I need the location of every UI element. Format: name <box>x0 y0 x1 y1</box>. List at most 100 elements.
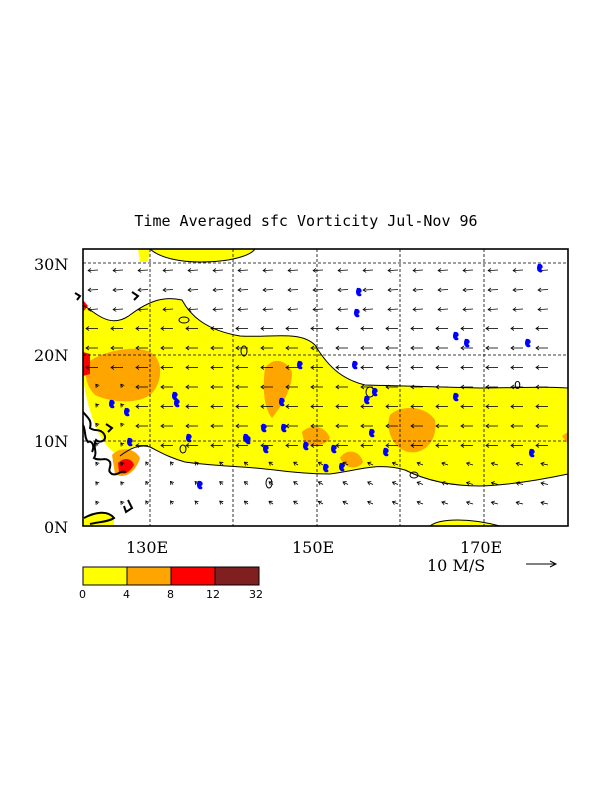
wind-arrow <box>293 461 299 466</box>
wind-arrow <box>540 482 549 485</box>
wind-arrow-head <box>535 326 540 331</box>
wind-arrow-head <box>360 404 365 409</box>
wind-arrow-head <box>135 326 140 331</box>
wind-arrow-head <box>367 461 372 466</box>
wind-arrow <box>491 462 499 466</box>
wind-arrow-head <box>160 326 165 331</box>
wind-arrow-head <box>360 423 365 429</box>
wind-arrow-head <box>160 345 165 351</box>
wind-arrow-head <box>490 461 495 467</box>
wind-arrow-head <box>210 404 215 409</box>
wind-arrow <box>188 308 199 311</box>
wind-arrow <box>367 462 374 466</box>
wind-arrow-head <box>185 443 190 448</box>
wind-arrow <box>392 462 399 466</box>
wind-arrow-head <box>387 307 392 312</box>
wind-arrow <box>293 500 299 505</box>
wind-arrow-head <box>391 461 397 466</box>
coastlines <box>74 291 140 525</box>
coastline-philippines <box>82 411 127 476</box>
wind-arrow-head <box>412 307 417 312</box>
wind-arrow-head <box>293 461 298 466</box>
wind-arrow-head <box>385 345 390 351</box>
wind-arrow-head <box>260 365 265 370</box>
legend-bin-8-12 <box>170 566 216 586</box>
color-legend: 0 4 8 12 32 <box>79 566 263 601</box>
wind-arrow <box>463 269 474 272</box>
wind-arrow-head <box>185 326 190 331</box>
storm-symbol <box>323 463 329 473</box>
storm-symbol <box>303 441 309 451</box>
wind-arrow-head <box>260 443 265 448</box>
map-frame <box>82 248 569 527</box>
wind-arrow-head <box>187 268 192 273</box>
wind-arrow-head <box>87 268 92 273</box>
legend-tick-8: 8 <box>167 588 174 601</box>
wind-arrow <box>466 482 474 485</box>
storm-symbol <box>453 392 459 402</box>
wind-arrow <box>513 289 524 291</box>
wind-arrow-head <box>335 326 340 331</box>
lat-label-0N: 0N <box>44 518 68 537</box>
wind-arrow <box>293 481 299 485</box>
wind-arrow <box>363 308 374 311</box>
wind-arrow <box>392 501 399 505</box>
wind-arrow <box>538 308 549 311</box>
zero-contour-small-2 <box>240 345 248 357</box>
coastline-new-guinea <box>83 511 116 525</box>
lon-label-130E: 130E <box>126 538 168 557</box>
wind-arrow-head <box>268 461 273 466</box>
wind-arrow-head <box>268 500 273 505</box>
coastline-island-1 <box>105 423 114 433</box>
wind-arrow-head <box>460 423 465 429</box>
wind-arrow-head <box>460 404 465 409</box>
wind-arrow-head <box>210 384 215 390</box>
wind-arrow-head <box>135 423 140 429</box>
wind-arrow-head <box>317 500 322 505</box>
wind-arrow <box>313 308 324 311</box>
wind-arrow-head <box>412 268 417 273</box>
wind-arrow <box>268 500 274 505</box>
wind-arrow-head <box>385 326 390 331</box>
wind-arrow-head <box>145 461 150 466</box>
wind-arrow-head <box>460 365 465 370</box>
wind-arrow <box>188 289 199 291</box>
wind-arrow-head <box>441 481 446 486</box>
wind-arrow-head <box>410 443 415 448</box>
storm-symbol <box>354 308 360 318</box>
wind-arrow-head <box>515 500 520 506</box>
zero-contour-small-1 <box>178 316 190 324</box>
wind-arrow <box>540 463 549 466</box>
wind-arrow-head <box>410 384 415 390</box>
wind-arrow-head <box>312 287 317 293</box>
wind-arrow-head <box>490 481 495 486</box>
wind-arrow <box>263 289 274 291</box>
storm-symbol <box>529 448 535 458</box>
storm-symbol <box>352 360 358 370</box>
wind-arrow-head <box>335 423 340 429</box>
wind-arrow <box>516 501 524 505</box>
wind-arrow <box>213 269 224 272</box>
wind-arrow-head <box>243 481 248 486</box>
wind-arrow-head <box>169 500 175 505</box>
wind-arrow-head <box>317 461 322 466</box>
zero-contours <box>82 248 569 527</box>
wind-arrow-head <box>293 500 298 505</box>
wind-arrow-head <box>490 500 495 506</box>
wind-arrow-head <box>210 423 215 429</box>
storm-symbol <box>279 397 285 407</box>
storm-symbol <box>263 444 269 454</box>
wind-arrow-head <box>160 384 165 390</box>
wind-arrow-head <box>360 345 365 351</box>
wind-arrow <box>441 482 449 485</box>
wind-arrow <box>342 462 349 466</box>
wind-arrow-head <box>169 480 175 486</box>
wind-arrow <box>238 308 249 311</box>
wind-arrow-head <box>360 365 365 370</box>
wind-arrow <box>388 269 399 272</box>
wind-arrow-head <box>310 443 315 448</box>
wind-arrow-head <box>435 345 440 351</box>
wind-arrow-head <box>185 345 190 351</box>
wind-arrow-head <box>460 384 465 390</box>
